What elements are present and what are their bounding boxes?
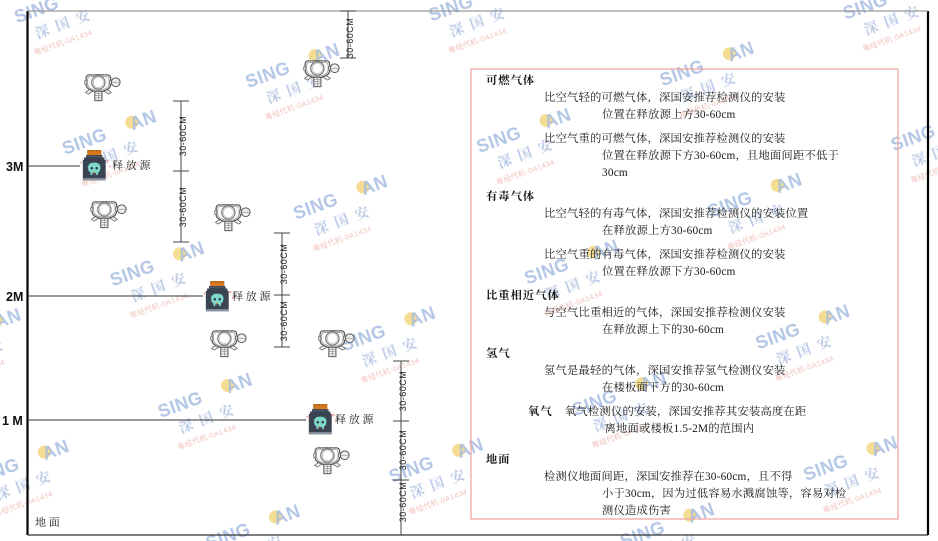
svg-text:30-60CM: 30-60CM: [398, 482, 408, 523]
svg-text:2M: 2M: [6, 290, 23, 304]
svg-text:30-60CM: 30-60CM: [398, 430, 408, 471]
svg-text:地 面: 地 面: [35, 516, 60, 529]
svg-text:1 M: 1 M: [2, 414, 23, 428]
svg-text:3M: 3M: [6, 160, 23, 174]
svg-text:释 放 源: 释 放 源: [232, 290, 271, 303]
svg-text:30-60CM: 30-60CM: [178, 116, 188, 157]
svg-text:30-60CM: 30-60CM: [345, 18, 355, 59]
svg-text:释 放 源: 释 放 源: [112, 159, 151, 172]
svg-text:30-60CM: 30-60CM: [279, 301, 289, 342]
svg-text:30-60CM: 30-60CM: [178, 187, 188, 228]
svg-text:释 放 源: 释 放 源: [335, 413, 374, 426]
svg-text:30-60CM: 30-60CM: [279, 244, 289, 285]
svg-text:30-60CM: 30-60CM: [398, 371, 408, 412]
